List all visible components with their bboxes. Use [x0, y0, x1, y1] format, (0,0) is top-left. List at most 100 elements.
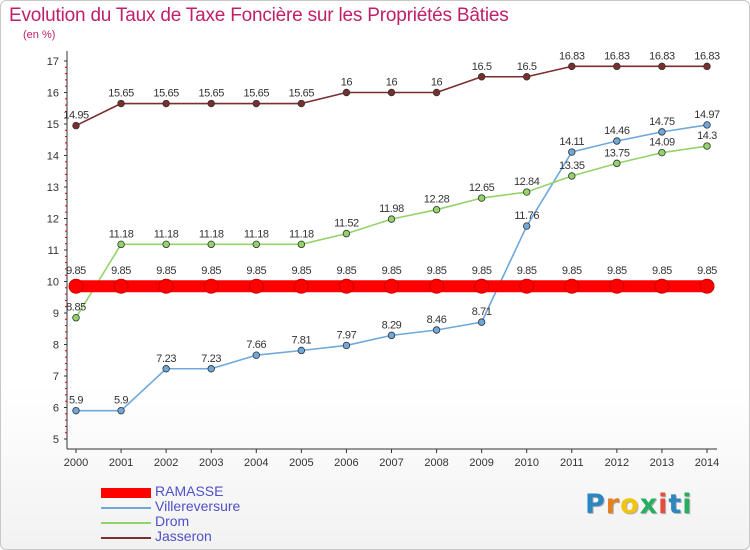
data-label-ramasse: 9.85: [66, 265, 86, 277]
data-point-jasseron: [613, 62, 621, 71]
data-label-jasseron: 16: [431, 77, 443, 89]
logo-letter: t: [668, 489, 683, 520]
data-label-villereversure: 14.75: [649, 116, 675, 128]
data-label-villereversure: 14.11: [559, 136, 584, 148]
data-label-ramasse: 9.85: [337, 265, 357, 277]
data-label-drom: 8.85: [66, 302, 86, 314]
data-point-ramasse: [564, 278, 580, 294]
data-label-villereversure: 5.9: [69, 395, 83, 407]
legend-label-jasseron: Jasseron: [155, 528, 212, 544]
data-label-villereversure: 5.9: [114, 395, 128, 407]
y-tick-label: 17: [47, 56, 59, 68]
data-label-villereversure: 7.97: [337, 329, 357, 341]
legend-label-drom: Drom: [155, 513, 190, 529]
data-label-jasseron: 15.65: [289, 88, 315, 100]
data-label-ramasse: 9.85: [156, 265, 176, 277]
data-point-drom: [568, 172, 576, 180]
data-point-ramasse: [203, 278, 219, 294]
data-point-drom: [252, 240, 260, 249]
data-point-jasseron: [523, 73, 531, 81]
y-tick-label: 9: [53, 308, 59, 320]
x-tick-label: 2007: [379, 457, 403, 469]
data-point-ramasse: [654, 278, 670, 294]
data-label-jasseron: 16.83: [694, 50, 720, 62]
data-point-jasseron: [72, 121, 80, 130]
data-label-villereversure: 7.23: [201, 353, 221, 365]
legend-swatch-jasseron: [101, 537, 151, 539]
data-label-drom: 12.28: [424, 194, 450, 206]
data-label-jasseron: 16.83: [559, 50, 585, 62]
data-point-ramasse: [113, 278, 129, 294]
data-label-drom: 13.35: [559, 160, 585, 172]
legend-label-villereversure: Villereversure: [155, 498, 241, 514]
data-point-drom: [117, 240, 125, 249]
data-point-ramasse: [384, 278, 399, 294]
data-point-jasseron: [432, 88, 441, 97]
logo-letter: i: [658, 489, 669, 520]
x-tick-label: 2014: [695, 457, 719, 469]
data-label-villereversure: 8.29: [382, 319, 402, 331]
data-point-drom: [297, 240, 306, 249]
data-point-jasseron: [342, 88, 351, 97]
data-point-drom: [162, 240, 170, 249]
data-point-drom: [387, 215, 396, 223]
x-tick-label: 2003: [199, 457, 223, 469]
chart-title: Evolution du Taux de Taxe Foncière sur l…: [9, 5, 509, 26]
data-label-ramasse: 9.85: [427, 265, 447, 277]
series-ramasse: 9.85 9.85 9.85 9.85 9.85 9.85 9.85 9.85 9.85 9.85…: [66, 265, 718, 294]
data-label-ramasse: 9.85: [201, 265, 221, 277]
data-point-drom: [342, 229, 351, 238]
data-point-jasseron: [477, 73, 486, 81]
series-jasseron: 14.95 15.65 15.65 15.65 15.65 15.65 16 16 16 16.5…: [63, 50, 720, 130]
data-point-drom: [613, 159, 621, 168]
x-tick-label: 2006: [334, 457, 358, 469]
data-label-drom: 11.52: [334, 218, 359, 230]
data-point-villereversure: [568, 148, 576, 156]
line-chart-plot: 5 6 7 8 9 10 11 12 13 14 15 16 17 2000 2001 2002 2003 200…: [47, 50, 721, 469]
legend-swatch-villereversure: [101, 507, 151, 509]
series-villereversure: 5.9 5.9 7.23 7.23 7.66 7.81 7.97 8.29 8.46 8.71 11…: [69, 109, 720, 415]
data-point-drom: [72, 314, 80, 322]
x-tick-label: 2001: [109, 457, 133, 469]
data-label-villereversure: 11.76: [514, 210, 539, 222]
legend-swatch-ramasse: [101, 488, 151, 498]
data-point-drom: [477, 194, 486, 202]
x-tick-label: 2012: [605, 457, 629, 469]
data-point-ramasse: [293, 278, 309, 294]
data-label-drom: 11.18: [109, 228, 134, 240]
data-point-ramasse: [429, 278, 445, 294]
data-label-jasseron: 15.65: [244, 88, 270, 100]
data-point-jasseron: [387, 88, 396, 97]
data-label-ramasse: 9.85: [562, 265, 582, 277]
data-point-villereversure: [658, 128, 666, 136]
data-label-ramasse: 9.85: [382, 265, 402, 277]
data-point-jasseron: [252, 99, 260, 108]
logo-letter: r: [605, 489, 621, 520]
data-point-jasseron: [658, 62, 666, 71]
data-point-villereversure: [432, 326, 441, 334]
data-point-ramasse: [474, 278, 490, 294]
y-tick-label: 12: [47, 214, 59, 226]
x-tick-label: 2004: [244, 457, 268, 469]
data-label-jasseron: 16: [341, 77, 353, 89]
data-label-drom: 14.3: [697, 130, 717, 142]
data-point-villereversure: [387, 331, 396, 340]
data-point-jasseron: [162, 99, 170, 108]
data-label-villereversure: 7.66: [246, 339, 266, 351]
data-label-ramasse: 9.85: [472, 265, 492, 277]
data-point-drom: [432, 205, 441, 214]
x-tick-label: 2002: [154, 457, 178, 469]
data-label-jasseron: 16.83: [649, 50, 675, 62]
data-point-ramasse: [519, 278, 535, 294]
data-point-drom: [658, 148, 666, 157]
data-point-jasseron: [117, 99, 125, 108]
data-label-jasseron: 15.65: [153, 88, 179, 100]
data-point-ramasse: [338, 278, 354, 294]
data-point-jasseron: [568, 62, 576, 71]
data-label-villereversure: 7.23: [156, 353, 176, 365]
data-label-drom: 11.18: [199, 228, 224, 240]
data-point-ramasse: [699, 278, 715, 294]
data-point-drom: [703, 142, 711, 150]
data-label-villereversure: 14.97: [694, 109, 720, 121]
